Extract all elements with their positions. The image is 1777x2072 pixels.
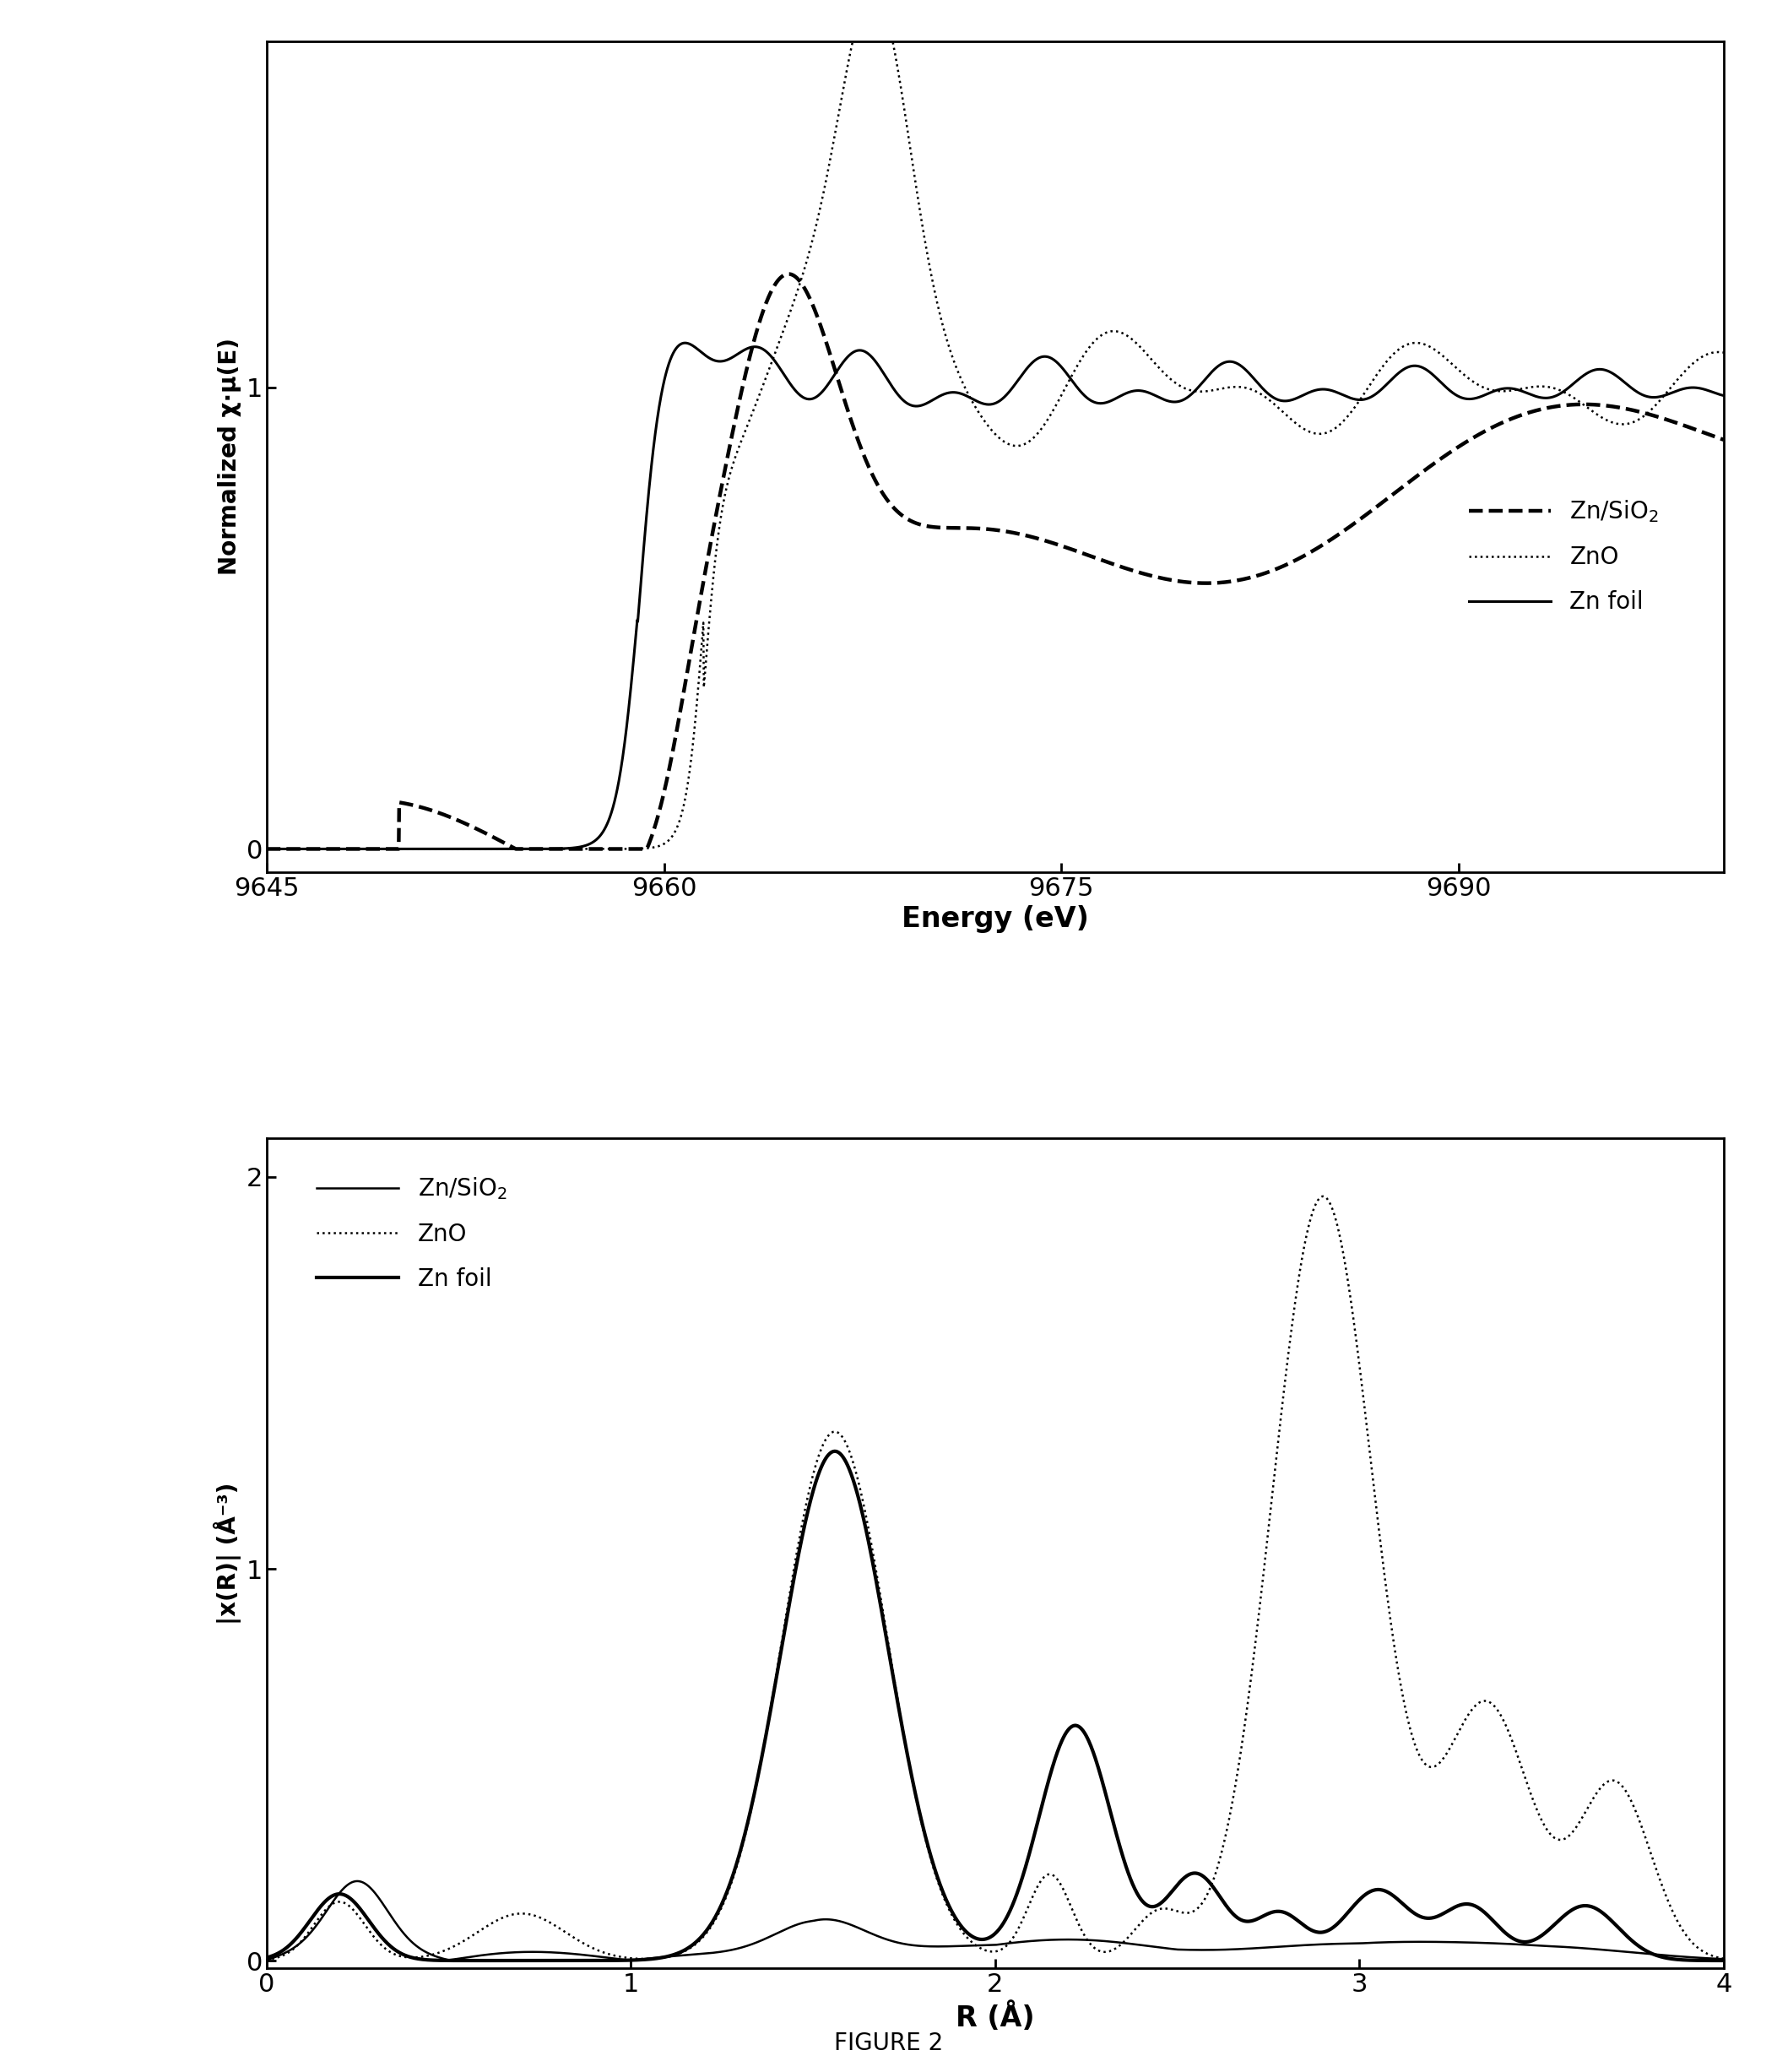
X-axis label: R (Å): R (Å): [956, 2002, 1034, 2033]
Y-axis label: Normalized χ·μ(E): Normalized χ·μ(E): [219, 338, 242, 576]
Legend: Zn/SiO$_2$, ZnO, Zn foil: Zn/SiO$_2$, ZnO, Zn foil: [307, 1167, 517, 1301]
Text: FIGURE 2: FIGURE 2: [833, 2033, 944, 2055]
Legend: Zn/SiO$_2$, ZnO, Zn foil: Zn/SiO$_2$, ZnO, Zn foil: [1459, 489, 1669, 624]
Y-axis label: |x(R)| (Å⁻³): |x(R)| (Å⁻³): [213, 1481, 242, 1624]
X-axis label: Energy (eV): Energy (eV): [901, 905, 1089, 932]
